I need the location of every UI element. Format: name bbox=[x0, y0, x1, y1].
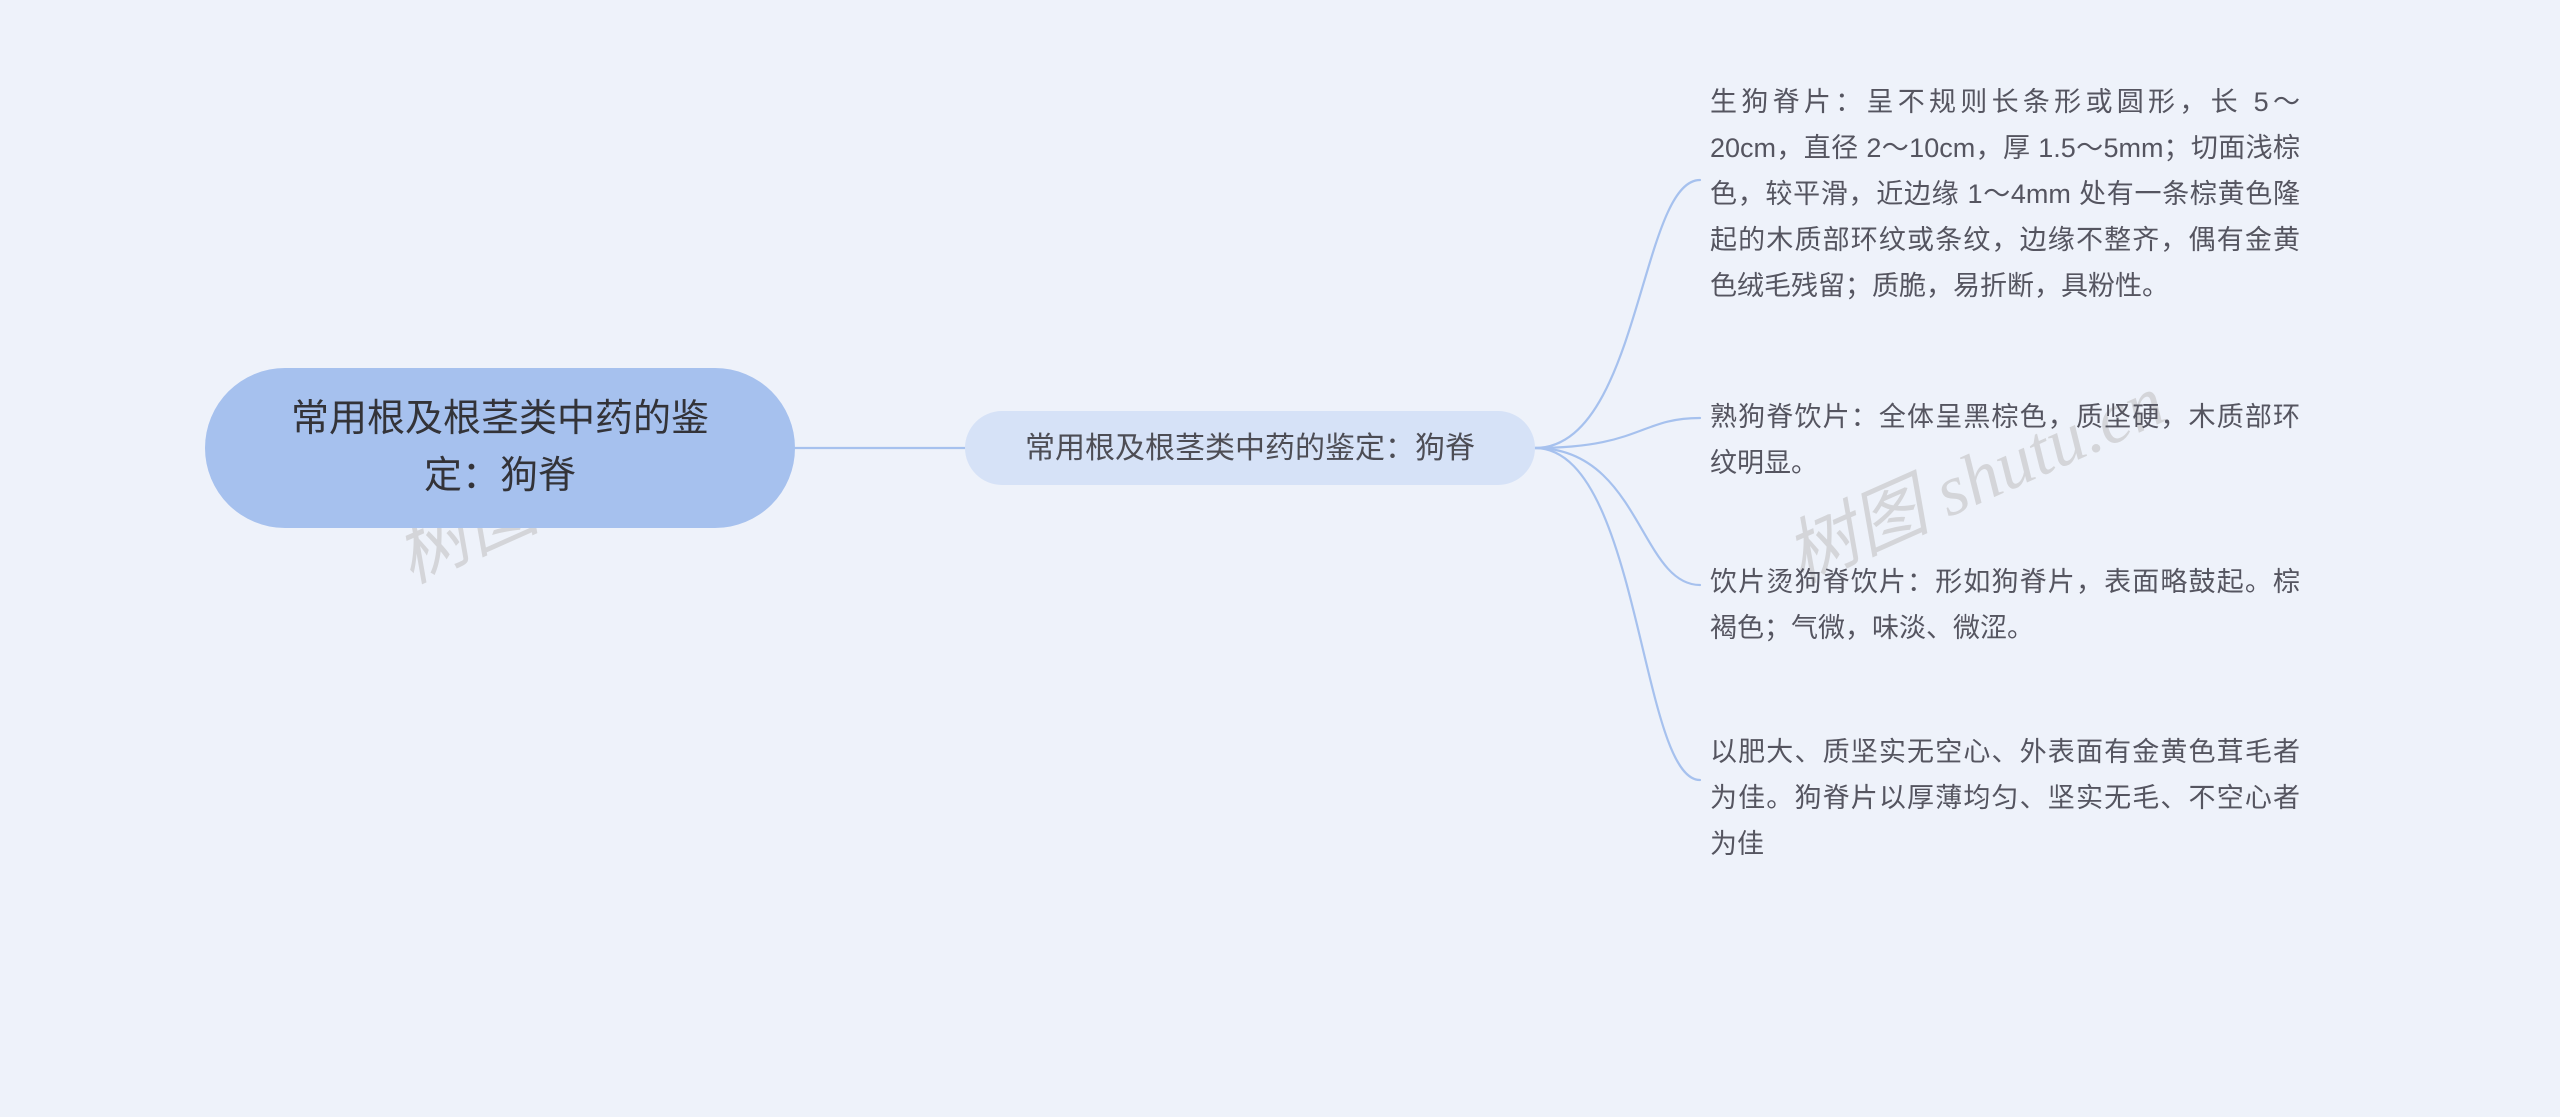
leaf-node[interactable]: 生狗脊片：呈不规则长条形或圆形，长 5～20cm，直径 2～10cm，厚 1.5… bbox=[1710, 80, 2300, 309]
branch-node-label: 常用根及根茎类中药的鉴定：狗脊 bbox=[1025, 426, 1475, 471]
leaf-node[interactable]: 以肥大、质坚实无空心、外表面有金黄色茸毛者为佳。狗脊片以厚薄均匀、坚实无毛、不空… bbox=[1710, 730, 2300, 868]
branch-node[interactable]: 常用根及根茎类中药的鉴定：狗脊 bbox=[965, 411, 1535, 485]
leaf-node[interactable]: 饮片烫狗脊饮片：形如狗脊片，表面略鼓起。棕褐色；气微，味淡、微涩。 bbox=[1710, 560, 2300, 652]
leaf-node-text: 以肥大、质坚实无空心、外表面有金黄色茸毛者为佳。狗脊片以厚薄均匀、坚实无毛、不空… bbox=[1710, 737, 2300, 859]
leaf-node[interactable]: 熟狗脊饮片：全体呈黑棕色，质坚硬，木质部环纹明显。 bbox=[1710, 395, 2300, 487]
leaf-node-text: 生狗脊片：呈不规则长条形或圆形，长 5～20cm，直径 2～10cm，厚 1.5… bbox=[1710, 87, 2300, 301]
leaf-node-text: 饮片烫狗脊饮片：形如狗脊片，表面略鼓起。棕褐色；气微，味淡、微涩。 bbox=[1710, 567, 2300, 643]
root-node[interactable]: 常用根及根茎类中药的鉴定：狗脊 bbox=[205, 368, 795, 528]
root-node-label: 常用根及根茎类中药的鉴定：狗脊 bbox=[265, 391, 735, 505]
mindmap-canvas: 树图 shutu.cn 树图 shutu.cn 常用根及根茎类中药的鉴定：狗脊 … bbox=[0, 0, 2560, 1117]
leaf-node-text: 熟狗脊饮片：全体呈黑棕色，质坚硬，木质部环纹明显。 bbox=[1710, 402, 2300, 478]
